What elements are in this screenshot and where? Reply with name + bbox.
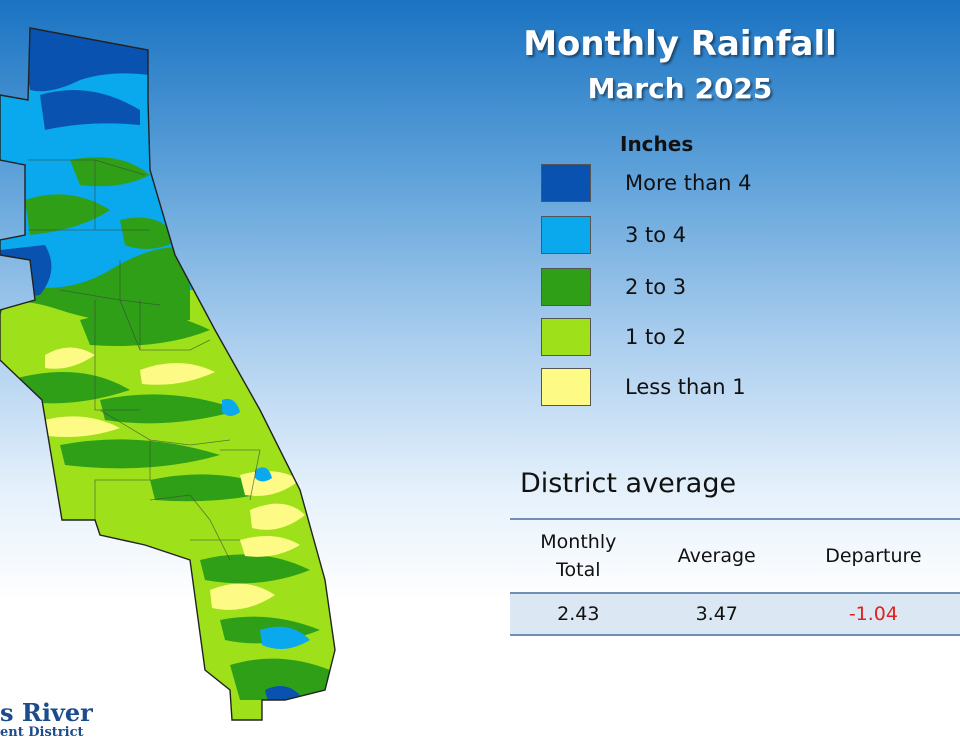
zone-3-to-4-edge [0, 247, 190, 324]
table-row: 2.43 3.47 -1.04 [510, 592, 960, 636]
zone-3-to-4-coast-c [260, 626, 310, 649]
zone-less-than-1-f [210, 583, 275, 610]
county-boundaries [28, 159, 261, 561]
logo-line2: ent District [0, 725, 84, 740]
average-value: 3.47 [646, 592, 787, 636]
district-average-table: Monthly Total Average Departure 2.43 3.4… [510, 518, 960, 636]
legend-swatch [541, 318, 591, 356]
map-title: Monthly Rainfall [523, 24, 837, 64]
legend-swatch [541, 368, 591, 406]
legend-label: 1 to 2 [625, 325, 687, 349]
column-header-departure: Departure [786, 518, 960, 593]
district-outline [0, 27, 336, 721]
column-header-monthly-total: Monthly Total [510, 518, 647, 593]
monthly-total-value: 2.43 [510, 592, 647, 636]
district-average-heading: District average [520, 468, 737, 499]
departure-value: -1.04 [786, 592, 960, 636]
legend-swatch [541, 268, 591, 306]
zone-less-than-1-b [140, 362, 215, 385]
zone-2-to-3-mid-d [60, 439, 220, 469]
zone-2-to-3-mid-a [80, 312, 210, 346]
zone-2-to-3-north-c [120, 217, 180, 249]
rainfall-zones [0, 28, 335, 720]
rainfall-map [0, 27, 336, 721]
legend-label: More than 4 [625, 171, 752, 195]
legend-swatch [541, 216, 591, 254]
zone-3-to-4-coast-a [222, 398, 240, 416]
zone-2-to-3-mid-c [100, 394, 240, 424]
zone-2-to-3-south-c [230, 658, 330, 700]
zone-less-than-1-a [45, 347, 95, 369]
zone-less-than-1-e [250, 503, 305, 530]
legend-label: Less than 1 [625, 375, 746, 399]
zone-2-to-3-north-a [25, 194, 110, 235]
column-header-average: Average [646, 518, 787, 593]
legend-swatch [541, 164, 591, 202]
zone-2-to-3-north-b [70, 157, 150, 187]
zone-less-than-1-g [240, 536, 300, 557]
zone-2-to-3-south-a [200, 554, 310, 584]
zone-2-to-3-mid-b [10, 372, 130, 404]
table-header-row: Monthly Total Average Departure [510, 518, 960, 593]
zone-less-than-1-c [45, 416, 120, 437]
zone-more-than-4-upper [40, 90, 140, 130]
map-subtitle: March 2025 [587, 72, 773, 105]
legend-heading: Inches [620, 132, 694, 156]
legend-label: 3 to 4 [625, 223, 687, 247]
logo-line1: s River [0, 698, 93, 727]
legend-label: 2 to 3 [625, 275, 687, 299]
zone-3-to-4-coast-b [255, 467, 272, 482]
